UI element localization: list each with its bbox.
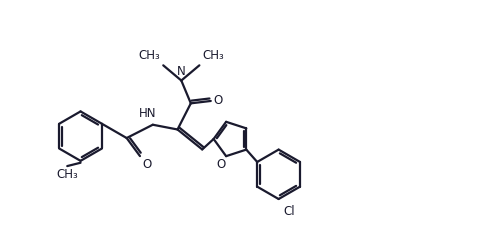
Text: O: O [216, 158, 225, 171]
Text: Cl: Cl [283, 205, 294, 218]
Text: O: O [142, 158, 151, 171]
Text: O: O [213, 94, 223, 108]
Text: HN: HN [139, 107, 157, 120]
Text: N: N [177, 65, 185, 78]
Text: CH₃: CH₃ [139, 49, 160, 62]
Text: CH₃: CH₃ [202, 49, 224, 62]
Text: CH₃: CH₃ [56, 168, 78, 181]
